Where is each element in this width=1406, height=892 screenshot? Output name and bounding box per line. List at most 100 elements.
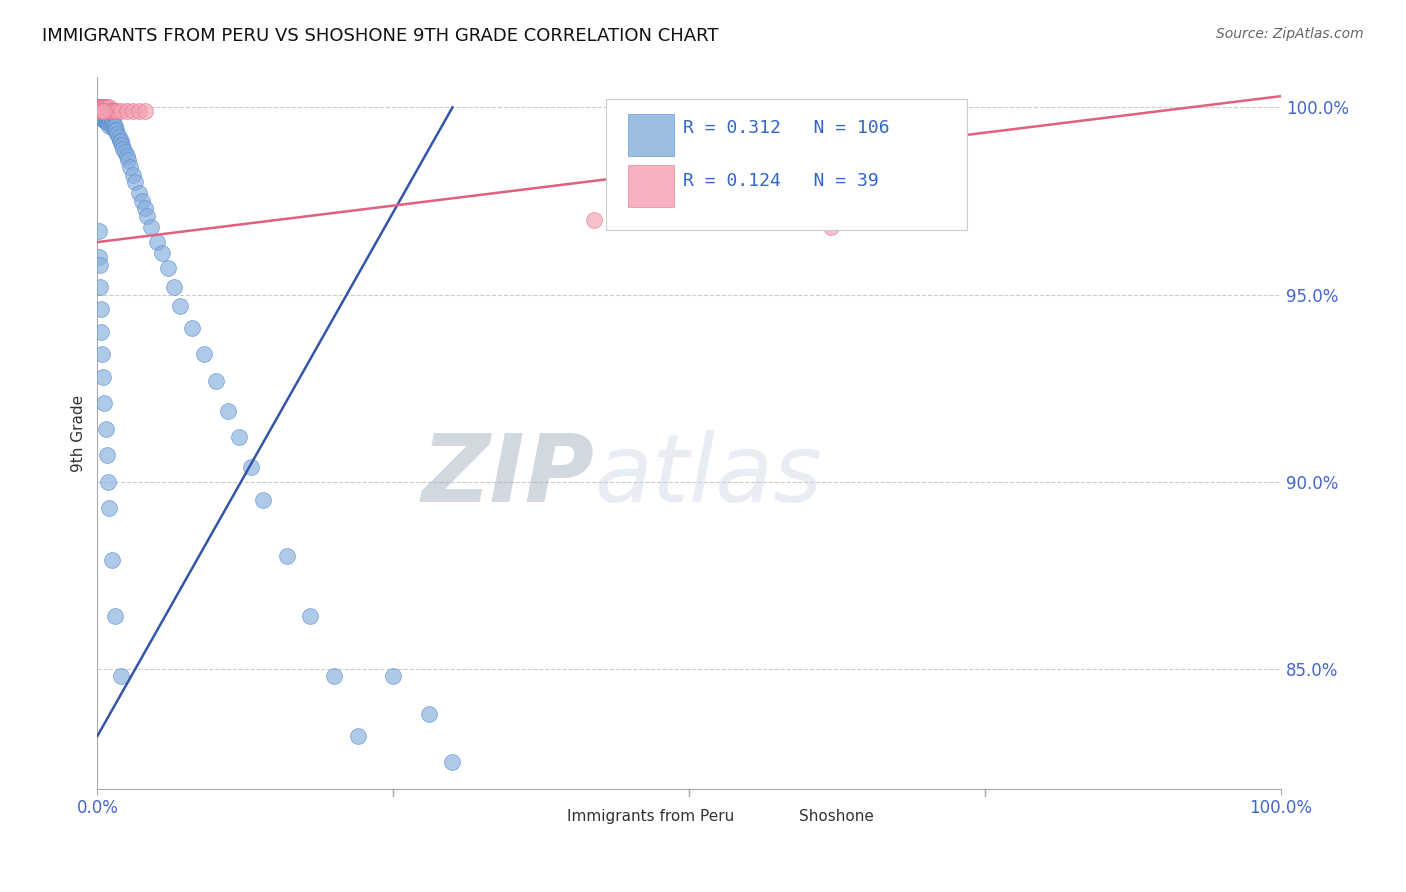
FancyBboxPatch shape — [627, 165, 673, 207]
Point — [98, 112, 121, 126]
Point — [134, 202, 156, 216]
Point — [117, 153, 139, 167]
Point — [228, 430, 250, 444]
Point — [91, 104, 114, 119]
Point — [90, 302, 112, 317]
Point — [90, 100, 112, 114]
Point — [91, 100, 114, 114]
Point — [93, 104, 115, 119]
Point — [96, 100, 118, 114]
Point — [94, 100, 117, 114]
Point — [91, 112, 114, 126]
Point — [96, 108, 118, 122]
Point — [105, 123, 128, 137]
Point — [276, 549, 298, 564]
Point — [91, 100, 114, 114]
Point — [91, 104, 114, 119]
Point — [323, 669, 346, 683]
Point — [87, 104, 110, 119]
FancyBboxPatch shape — [606, 99, 967, 230]
Point — [100, 553, 122, 567]
Point — [136, 209, 159, 223]
Point — [98, 500, 121, 515]
Point — [89, 100, 111, 114]
Point — [87, 104, 110, 119]
Point — [94, 108, 117, 122]
Point — [418, 706, 440, 721]
Point — [101, 104, 124, 119]
Point — [96, 112, 118, 126]
Point — [87, 224, 110, 238]
Point — [93, 104, 115, 119]
Point — [139, 220, 162, 235]
Point — [112, 142, 135, 156]
Point — [217, 403, 239, 417]
Point — [107, 130, 129, 145]
Point — [90, 100, 112, 114]
Y-axis label: 9th Grade: 9th Grade — [72, 394, 86, 472]
Point — [108, 134, 131, 148]
Point — [91, 100, 114, 114]
Point — [131, 194, 153, 208]
Point — [110, 104, 132, 119]
Point — [299, 609, 322, 624]
Point — [98, 115, 121, 129]
Point — [89, 100, 111, 114]
Point — [98, 119, 121, 133]
Point — [90, 100, 112, 114]
Point — [111, 137, 134, 152]
Point — [91, 108, 114, 122]
Point — [93, 396, 115, 410]
Text: R = 0.312   N = 106: R = 0.312 N = 106 — [683, 119, 890, 136]
Point — [91, 100, 114, 114]
Point — [107, 127, 129, 141]
Point — [93, 104, 115, 119]
Point — [89, 100, 111, 114]
Point — [91, 100, 114, 114]
Point — [91, 104, 114, 119]
Point — [96, 115, 118, 129]
Point — [90, 104, 112, 119]
Point — [87, 100, 110, 114]
Point — [97, 108, 120, 122]
Text: Immigrants from Peru: Immigrants from Peru — [567, 809, 734, 824]
Point — [91, 347, 114, 361]
Point — [93, 112, 115, 126]
Point — [128, 104, 150, 119]
Point — [382, 669, 405, 683]
Point — [91, 369, 114, 384]
Point — [152, 246, 174, 260]
Point — [96, 104, 118, 119]
Point — [120, 161, 142, 175]
Point — [89, 280, 111, 294]
Point — [252, 493, 274, 508]
Point — [93, 104, 115, 119]
Point — [89, 104, 111, 119]
Point — [98, 108, 121, 122]
Point — [94, 422, 117, 436]
Point — [89, 104, 111, 119]
Text: atlas: atlas — [595, 430, 823, 521]
Point — [98, 115, 121, 129]
Point — [115, 149, 138, 163]
Point — [90, 108, 112, 122]
Text: Shoshone: Shoshone — [799, 809, 875, 824]
Point — [115, 104, 138, 119]
Point — [98, 104, 121, 119]
Point — [100, 119, 122, 133]
FancyBboxPatch shape — [763, 805, 794, 829]
Point — [134, 104, 156, 119]
Point — [103, 119, 125, 133]
Point — [89, 108, 111, 122]
Point — [91, 104, 114, 119]
FancyBboxPatch shape — [627, 113, 673, 156]
Point — [90, 104, 112, 119]
Point — [90, 325, 112, 339]
Point — [97, 115, 120, 129]
Point — [94, 112, 117, 126]
Point — [163, 280, 186, 294]
Point — [346, 729, 368, 743]
Point — [89, 100, 111, 114]
Point — [101, 115, 124, 129]
Point — [110, 134, 132, 148]
